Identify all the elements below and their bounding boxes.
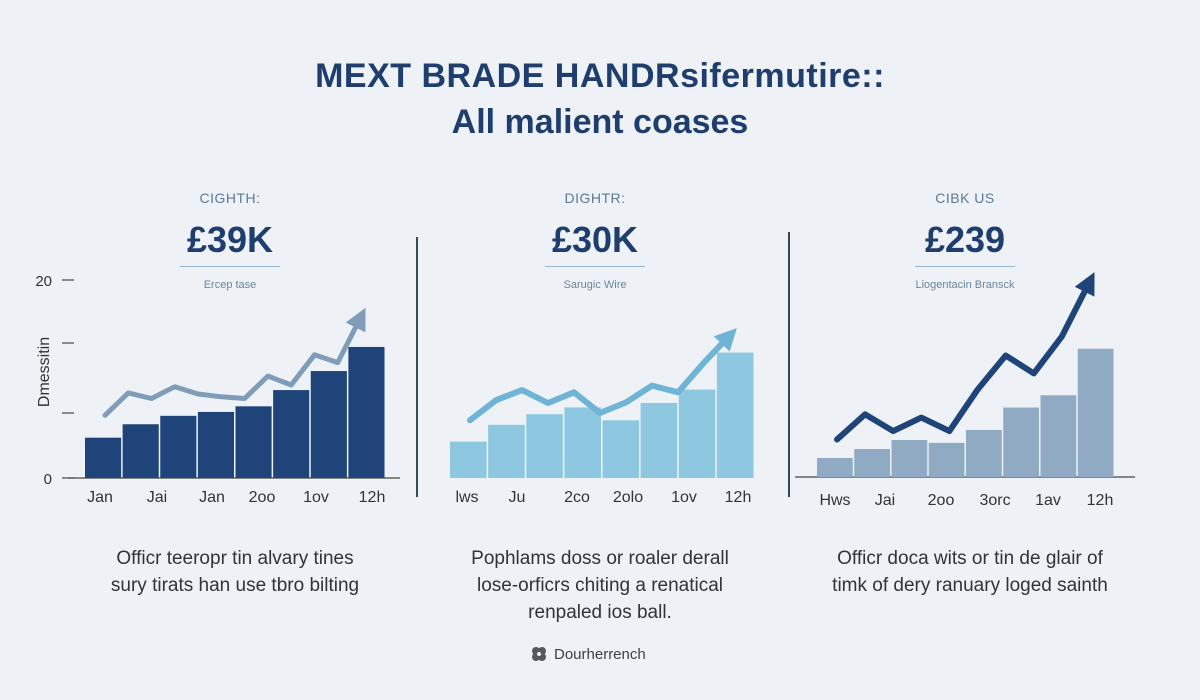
kpi-subtitle: Ercep tase [203, 279, 257, 291]
kpi-label: CIBK US [935, 190, 995, 206]
trend-arrow-head [345, 307, 366, 333]
kpi-block-1: CIGHTH: £39K Ercep tase [150, 190, 310, 291]
bar [716, 352, 754, 478]
x-tick-label: 12h [359, 489, 386, 506]
brand: Dourherrench [530, 645, 646, 663]
caption-line: Officr doca wits or tin de glair of [837, 548, 1103, 569]
x-tick-label: Hws [819, 492, 850, 509]
title-line-1: MEXT BRADE HANDRsifermutire:: [315, 57, 885, 95]
kpi-value: £30K [551, 219, 639, 260]
panel-divider-1 [416, 237, 418, 497]
bar [966, 429, 1002, 477]
caption-1: Officr teeropr tin alvary tines sury tir… [80, 545, 390, 599]
kpi-subtitle: Liogentacin Bransck [915, 279, 1015, 291]
chart-title: MEXT BRADE HANDRsifermutire:: All malien… [0, 56, 1200, 142]
caption-2: Pophlams doss or roaler derall lose-orfi… [440, 545, 760, 626]
x-tick-label: 2oo [928, 492, 955, 509]
chart-panel-2: lws Ju 2co 2olo 1ov 12h [450, 327, 754, 506]
bar [640, 402, 678, 478]
bar [160, 415, 197, 478]
kpi-label: DIGHTR: [564, 190, 626, 206]
kpi-value: £239 [924, 219, 1006, 260]
caption-line: Officr teeropr tin alvary tines [116, 548, 354, 569]
y-axis-label: Dmessitin [36, 337, 53, 407]
x-tick-label: lws [455, 489, 478, 506]
kpi-block-3: CIBK US £239 Liogentacin Bransck [885, 190, 1045, 291]
bar [488, 424, 525, 478]
bar [1040, 395, 1077, 477]
bar [348, 346, 385, 478]
y-tick-label: 0 [44, 471, 52, 488]
kpi-label: CIGHTH: [199, 190, 261, 206]
x-tick-label: Jai [147, 489, 167, 506]
bar [273, 390, 310, 478]
bar [1077, 348, 1114, 477]
caption-line: sury tirats han use tbro bilting [110, 575, 360, 596]
kpi-underline [180, 266, 280, 267]
caption-line: Pophlams doss or roaler derall [471, 548, 729, 569]
x-tick-label: 1ov [303, 489, 329, 506]
clover-icon [532, 647, 546, 661]
bar [817, 457, 853, 477]
trend-arrow-head [1074, 272, 1095, 297]
x-tick-label: 12h [1087, 492, 1114, 509]
bar [928, 442, 965, 477]
chart-panel-3: Hws Jai 2oo 3orc 1av 12h [795, 272, 1135, 509]
trend-arrow-head [713, 327, 737, 352]
brand-name: Dourherrench [554, 645, 646, 663]
bar [310, 371, 347, 478]
caption-line: renpaled ios ball. [528, 602, 672, 623]
x-tick-label: 12h [725, 489, 752, 506]
bar [122, 424, 159, 478]
bar [526, 414, 563, 478]
trend-line [102, 314, 364, 418]
panel-divider-2 [788, 232, 790, 497]
bar [854, 449, 890, 477]
y-tick-label: 20 [35, 273, 52, 290]
x-tick-label: 2oo [249, 489, 276, 506]
title-line-2: All malient coases [451, 103, 749, 141]
trend-line [467, 332, 733, 424]
bar [235, 406, 272, 478]
caption-line: lose-orficrs chiting a renatical [476, 575, 724, 596]
trend-line [834, 278, 1093, 443]
x-tick-label: Ju [509, 489, 526, 506]
bar [602, 420, 640, 478]
x-tick-label: 2olo [613, 489, 643, 506]
x-tick-label: 1ov [671, 489, 697, 506]
x-tick-label: Jai [875, 492, 895, 509]
kpi-underline [545, 266, 645, 267]
x-tick-label: 2co [564, 489, 590, 506]
bar [678, 389, 716, 478]
bar [1003, 407, 1039, 477]
kpi-subtitle: Sarugic Wire [563, 279, 627, 291]
caption-line: timk of dery ranuary loged sainth [832, 575, 1108, 596]
kpi-block-2: DIGHTR: £30K Sarugic Wire [515, 190, 675, 291]
bar [891, 440, 928, 477]
x-tick-label: 1av [1035, 492, 1061, 509]
caption-3: Officr doca wits or tin de glair of timk… [810, 545, 1130, 599]
x-tick-label: Jan [199, 489, 225, 506]
chart-panel-1: 0 20 Dmessitin Jan Jai Jan 2oo 1ov 12h [35, 273, 400, 506]
kpi-underline [915, 266, 1015, 267]
bar [450, 441, 487, 478]
kpi-value: £39K [186, 219, 274, 260]
bar [85, 437, 122, 478]
x-tick-label: 3orc [979, 492, 1010, 509]
x-tick-label: Jan [87, 489, 113, 506]
bar [197, 411, 234, 478]
bar [564, 407, 601, 478]
